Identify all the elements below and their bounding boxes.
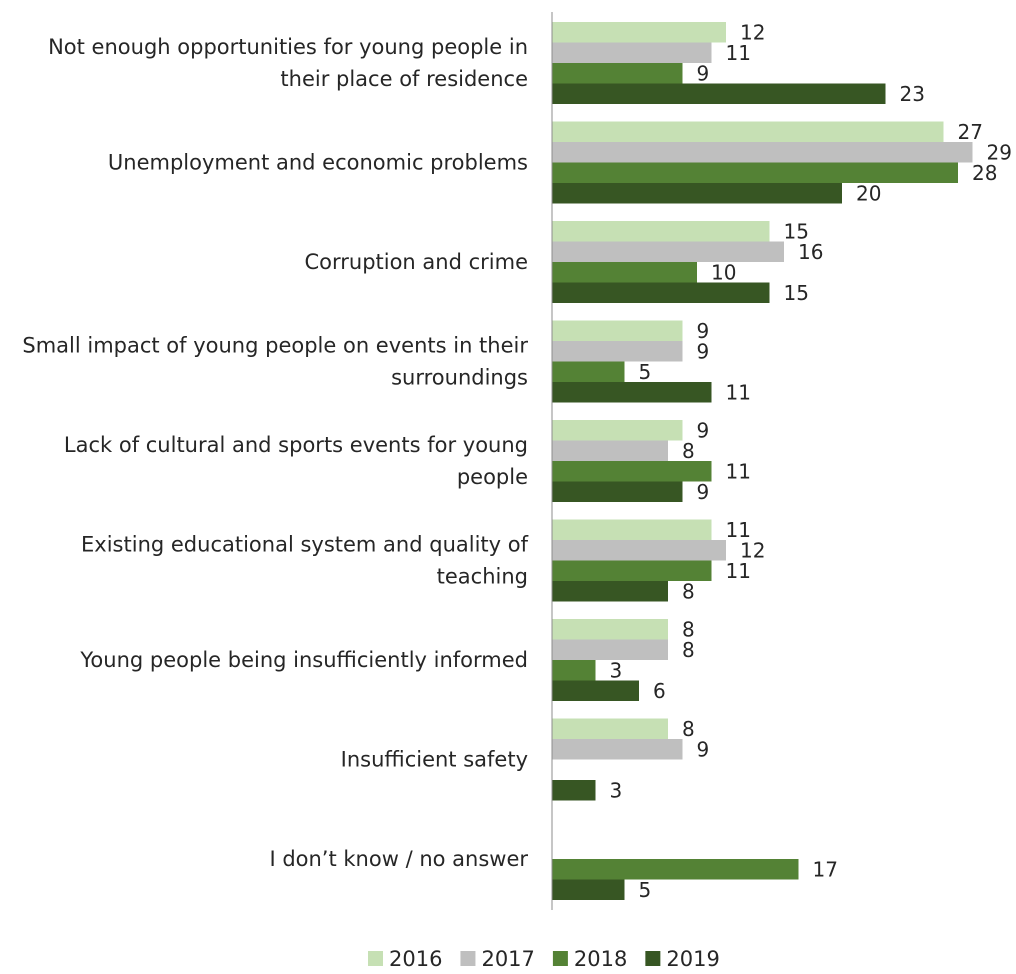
bar-2019 (552, 879, 625, 900)
legend-label: 2017 (481, 947, 534, 971)
category-label: surroundings (391, 366, 528, 390)
value-label: 5 (639, 878, 652, 902)
value-label: 27 (958, 120, 983, 144)
category-label: Unemployment and economic problems (108, 151, 528, 175)
category-label: Young people being insufficiently inform… (79, 648, 528, 672)
bar-2019 (552, 780, 596, 801)
category-label: Corruption and crime (304, 250, 528, 274)
category-label: Existing educational system and quality … (81, 533, 529, 557)
value-label: 11 (726, 518, 751, 542)
value-label: 12 (740, 20, 765, 44)
value-labels: 1211923272928201516101599511981191112118… (610, 20, 1012, 902)
value-label: 29 (987, 140, 1012, 164)
value-label: 3 (610, 778, 623, 802)
bar-2016 (552, 718, 668, 739)
category-labels: Not enough opportunities for young peopl… (22, 35, 528, 871)
value-label: 3 (610, 658, 623, 682)
bar-2019 (552, 581, 668, 602)
bar-2018 (552, 461, 712, 482)
bar-2016 (552, 619, 668, 640)
bar-2019 (552, 83, 886, 104)
value-label: 8 (682, 617, 695, 641)
value-label: 9 (697, 418, 710, 442)
bar-2016 (552, 320, 683, 341)
legend-swatch-2016 (368, 951, 383, 966)
category-label: Small impact of young people on events i… (22, 334, 528, 358)
legend-swatch-2018 (552, 951, 568, 966)
bar-2016 (552, 22, 726, 43)
value-label: 11 (726, 459, 751, 483)
bars (552, 22, 973, 900)
bar-2018 (552, 361, 625, 382)
category-label: their place of residence (280, 67, 528, 91)
value-label: 9 (697, 339, 710, 363)
value-label: 8 (682, 717, 695, 741)
category-label: Lack of cultural and sports events for y… (64, 433, 528, 457)
bar-2019 (552, 382, 712, 403)
category-label: I don’t know / no answer (269, 847, 528, 871)
value-label: 28 (972, 161, 997, 185)
bar-2018 (552, 660, 596, 681)
bar-2019 (552, 680, 639, 701)
value-label: 5 (639, 360, 652, 384)
bar-2018 (552, 560, 712, 581)
bar-2016 (552, 420, 683, 441)
value-label: 16 (798, 240, 823, 264)
category-label: Insufficient safety (341, 748, 528, 772)
bar-2016 (552, 121, 944, 142)
legend-label: 2019 (666, 947, 719, 971)
value-label: 10 (711, 260, 736, 284)
category-label: Not enough opportunities for young peopl… (48, 35, 528, 59)
legend-label: 2018 (574, 947, 627, 971)
value-label: 8 (682, 579, 695, 603)
value-label: 11 (726, 41, 751, 65)
legend-swatch-2017 (460, 951, 476, 966)
bar-2017 (552, 341, 683, 362)
value-label: 9 (697, 61, 710, 85)
legend: 2016 2017 2018 2019 (368, 947, 720, 971)
category-label: people (457, 465, 528, 489)
value-label: 15 (784, 219, 809, 243)
value-label: 17 (813, 857, 838, 881)
category-label: teaching (437, 565, 528, 589)
bar-2017 (552, 440, 668, 461)
value-label: 15 (784, 281, 809, 305)
bar-2019 (552, 183, 842, 204)
value-label: 8 (682, 638, 695, 662)
bar-2019 (552, 282, 770, 303)
value-label: 9 (697, 480, 710, 504)
bar-2016 (552, 221, 770, 242)
value-label: 12 (740, 538, 765, 562)
bar-2017 (552, 42, 712, 63)
bar-2017 (552, 540, 726, 561)
bar-2017 (552, 739, 683, 760)
bar-2019 (552, 481, 683, 502)
bar-2017 (552, 241, 784, 262)
value-label: 11 (726, 380, 751, 404)
bar-2018 (552, 63, 683, 84)
value-label: 9 (697, 319, 710, 343)
bar-2018 (552, 262, 697, 283)
bar-2018 (552, 162, 958, 183)
value-label: 6 (653, 679, 666, 703)
legend-label: 2016 (389, 947, 442, 971)
value-label: 9 (697, 737, 710, 761)
legend-swatch-2019 (645, 951, 661, 966)
value-label: 8 (682, 439, 695, 463)
value-label: 23 (900, 82, 925, 106)
bar-2017 (552, 142, 973, 163)
bar-2018 (552, 859, 799, 880)
value-label: 20 (856, 181, 881, 205)
value-label: 11 (726, 559, 751, 583)
bar-2016 (552, 519, 712, 540)
bar-2017 (552, 639, 668, 660)
